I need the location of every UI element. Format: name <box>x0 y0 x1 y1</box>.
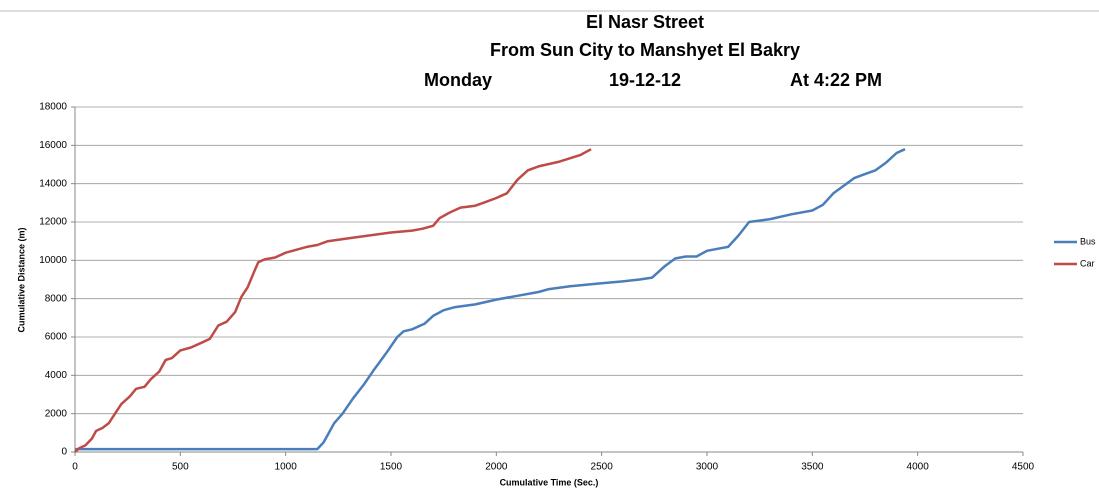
legend-label: Car <box>1080 258 1095 268</box>
y-tick-label: 0 <box>61 447 67 458</box>
y-tick-label: 8000 <box>45 293 68 304</box>
series-line <box>75 148 906 451</box>
chart-title: El Nasr Street <box>586 12 704 32</box>
y-tick-label: 16000 <box>39 140 67 151</box>
chart-subtitle: 19-12-12 <box>609 70 681 90</box>
y-tick-label: 12000 <box>39 217 67 228</box>
x-tick-label: 2000 <box>485 462 508 473</box>
y-tick-label: 10000 <box>39 255 67 266</box>
x-tick-label: 0 <box>72 462 78 473</box>
x-tick-label: 1000 <box>275 462 298 473</box>
x-axis-label: Cumulative Time (Sec.) <box>500 477 599 487</box>
y-tick-label: 14000 <box>39 178 67 189</box>
chart-subtitle: Monday <box>424 70 492 90</box>
chart-title: From Sun City to Manshyet El Bakry <box>490 40 800 60</box>
y-tick-label: 6000 <box>45 332 68 343</box>
y-axis-label: Cumulative Distance (m) <box>16 227 26 332</box>
y-tick-label: 4000 <box>45 370 68 381</box>
x-tick-label: 2500 <box>591 462 614 473</box>
x-tick-label: 4500 <box>1012 462 1035 473</box>
x-tick-label: 3500 <box>801 462 824 473</box>
x-tick-label: 500 <box>172 462 189 473</box>
series-line <box>74 148 592 453</box>
y-tick-label: 18000 <box>39 102 67 113</box>
x-tick-label: 3000 <box>696 462 719 473</box>
x-tick-label: 4000 <box>907 462 930 473</box>
x-tick-label: 1500 <box>380 462 403 473</box>
y-tick-label: 2000 <box>45 408 68 419</box>
chart-subtitle: At 4:22 PM <box>790 70 882 90</box>
legend-label: Bus <box>1080 236 1096 246</box>
